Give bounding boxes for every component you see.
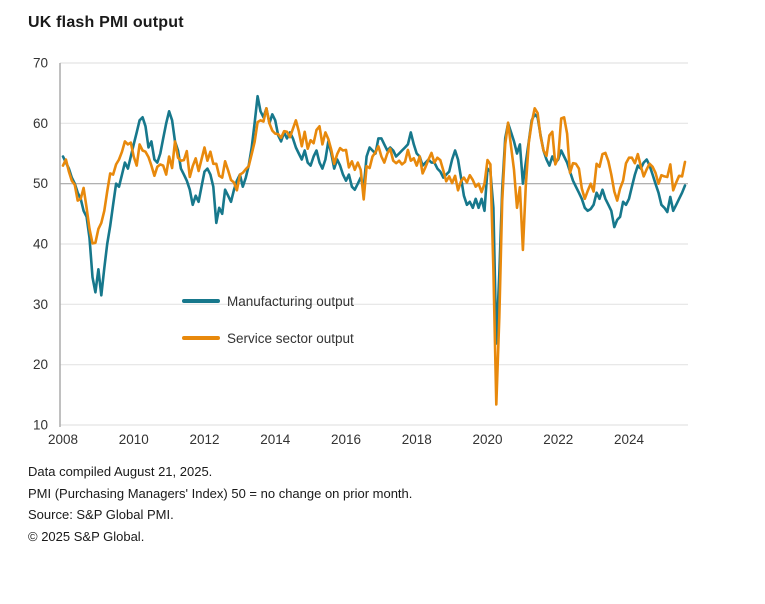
chart-legend: Manufacturing output Service sector outp… xyxy=(182,293,354,367)
services-legend-label: Service sector output xyxy=(227,330,354,346)
x-tick-label-2016: 2016 xyxy=(331,432,361,447)
y-tick-label-30: 30 xyxy=(33,297,48,312)
services-legend-line xyxy=(182,336,220,340)
x-tick-label-2008: 2008 xyxy=(48,432,78,447)
y-axis-labels: 10 20 30 40 50 60 70 xyxy=(33,56,48,433)
x-tick-label-2024: 2024 xyxy=(614,432,645,447)
x-tick-label-2020: 2020 xyxy=(472,432,502,447)
y-tick-label-20: 20 xyxy=(33,357,48,372)
y-tick-label-10: 10 xyxy=(33,418,48,433)
y-gridlines xyxy=(60,62,688,426)
y-tick-label-40: 40 xyxy=(33,237,48,252)
manufacturing-legend-label: Manufacturing output xyxy=(227,293,354,309)
x-tick-label-2014: 2014 xyxy=(260,432,291,447)
legend-item-manufacturing: Manufacturing output xyxy=(182,293,354,309)
footnote-pmi-definition: PMI (Purchasing Managers' Index) 50 = no… xyxy=(28,485,413,501)
x-tick-label-2018: 2018 xyxy=(402,432,432,447)
y-tick-label-70: 70 xyxy=(33,56,48,71)
footnote-copyright: © 2025 S&P Global. xyxy=(28,528,145,544)
x-axis-labels: 2008 2010 2012 2014 2016 2018 2020 2022 2024 xyxy=(48,432,645,447)
manufacturing-legend-line xyxy=(182,299,220,303)
footnote-source: Source: S&P Global PMI. xyxy=(28,507,174,522)
x-tick-label-2010: 2010 xyxy=(119,432,149,447)
y-tick-label-50: 50 xyxy=(33,176,48,191)
chart-footnotes: Data compiled August 21, 2025. PMI (Purc… xyxy=(28,461,412,547)
y-tick-label-60: 60 xyxy=(33,116,48,131)
footnote-data-compiled: Data compiled August 21, 2025. xyxy=(28,464,213,479)
legend-item-services: Service sector output xyxy=(182,330,354,346)
x-tick-label-2022: 2022 xyxy=(543,432,573,447)
service-sector-output-line xyxy=(61,107,687,406)
chart-title: UK flash PMI output xyxy=(28,14,184,31)
manufacturing-output-line xyxy=(61,94,687,345)
x-tick-label-2012: 2012 xyxy=(189,432,219,447)
